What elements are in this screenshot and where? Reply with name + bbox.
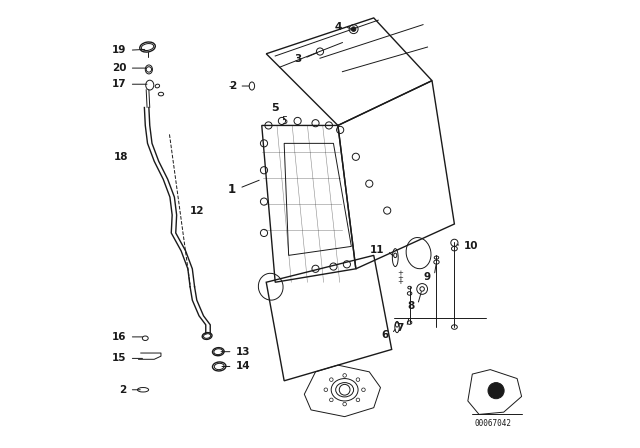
- Text: –: –: [228, 81, 234, 91]
- Text: 00067042: 00067042: [475, 419, 512, 428]
- Text: 2: 2: [119, 385, 127, 395]
- Circle shape: [351, 27, 356, 31]
- Text: 20: 20: [112, 63, 127, 73]
- Text: 12: 12: [189, 206, 204, 215]
- Circle shape: [488, 383, 504, 399]
- Text: 6: 6: [381, 330, 388, 340]
- Text: 5: 5: [281, 116, 287, 126]
- Text: 18: 18: [113, 152, 128, 162]
- Text: 14: 14: [236, 362, 250, 371]
- Text: +: +: [397, 279, 404, 285]
- Text: +: +: [397, 275, 404, 281]
- Text: 7: 7: [396, 323, 403, 333]
- Text: 8: 8: [408, 301, 415, 311]
- Text: 11: 11: [369, 245, 384, 254]
- Text: 4: 4: [334, 22, 342, 32]
- Text: 9: 9: [424, 272, 431, 282]
- Text: 5: 5: [271, 103, 279, 112]
- Text: 16: 16: [112, 332, 127, 342]
- Text: 17: 17: [112, 79, 127, 89]
- Text: +: +: [397, 270, 404, 276]
- Text: 3: 3: [294, 54, 301, 64]
- Text: 2: 2: [229, 81, 236, 91]
- Text: –: –: [334, 22, 339, 32]
- Text: 13: 13: [236, 347, 250, 357]
- Text: 19: 19: [112, 45, 127, 55]
- Text: 10: 10: [464, 241, 479, 251]
- Text: 1: 1: [228, 182, 236, 196]
- Text: 15: 15: [112, 353, 127, 363]
